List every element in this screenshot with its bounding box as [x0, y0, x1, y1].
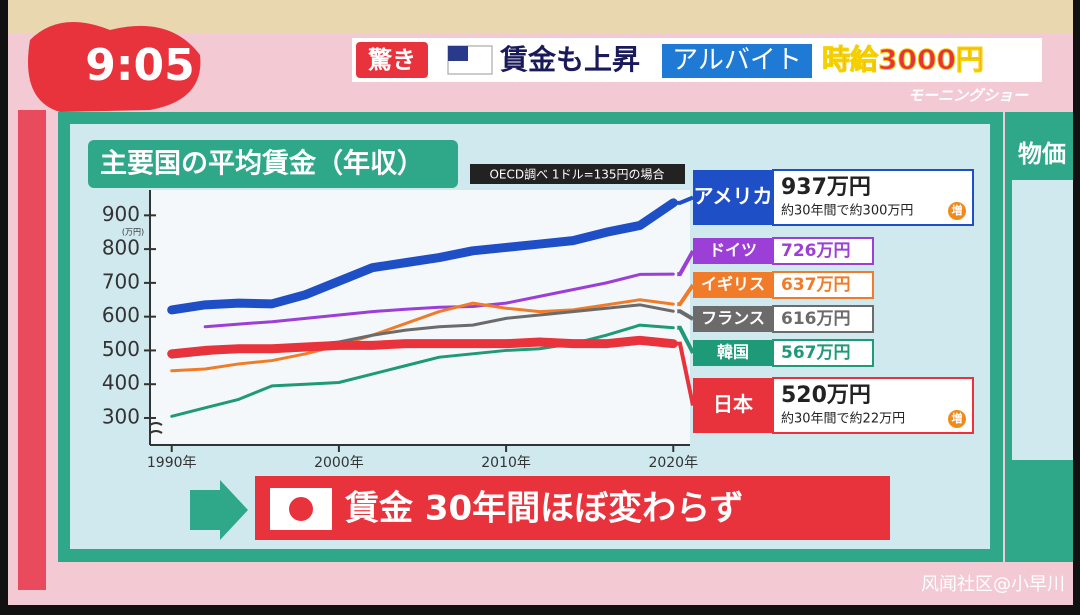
- value-note: 約30年間で約22万円: [781, 412, 905, 427]
- y-tick-label: 400: [102, 371, 140, 395]
- label-name-bg: [693, 378, 773, 433]
- legend-entry: 韓国: [717, 343, 749, 362]
- headline-tag-bg: [356, 42, 428, 78]
- value-label: 520万円: [781, 383, 871, 408]
- label-value-bg: [772, 339, 874, 367]
- connector: [677, 283, 695, 307]
- legend-entry: ドイツ: [709, 241, 757, 260]
- series-line: [170, 298, 675, 373]
- y-unit: (万円): [122, 228, 144, 237]
- jp-flag-sun: [289, 497, 313, 521]
- badge: 増: [952, 411, 963, 425]
- series-line: [167, 335, 678, 359]
- connector: [677, 250, 695, 277]
- value-label: 616万円: [781, 309, 851, 329]
- badge: 増: [952, 203, 963, 217]
- x-tick-label: 2020年: [648, 455, 698, 471]
- axis-break: [149, 422, 163, 434]
- headline-tag: 驚き: [367, 46, 416, 74]
- y-tick-label: 800: [102, 236, 140, 260]
- source: OECD調べ 1ドル=135円の場合: [489, 167, 664, 182]
- arrow-body: [190, 490, 220, 530]
- value-label: 637万円: [781, 275, 851, 295]
- value-label: 567万円: [781, 343, 851, 363]
- legend-entry: アメリカ: [694, 184, 773, 208]
- label-name-bg: [693, 238, 773, 264]
- top-strip: [8, 0, 1073, 34]
- y-tick-label: 300: [102, 404, 140, 428]
- label-name-bg: [693, 306, 773, 332]
- program-logo: モーニングショー: [908, 87, 1029, 105]
- label-value-bg: [772, 305, 874, 333]
- us-flag-canton: [448, 46, 468, 61]
- legend-entry: 日本: [713, 392, 753, 416]
- series-line: [203, 272, 675, 329]
- label-name-bg: [693, 340, 773, 366]
- conclusion-bg: [255, 476, 890, 540]
- conclusion: 賃金 30年間ほぼ変わらず: [344, 489, 743, 529]
- headline-highlight: アルバイト: [672, 46, 802, 76]
- connector: [677, 309, 695, 321]
- clock-bg: [28, 22, 201, 112]
- value-label: 726万円: [781, 241, 851, 261]
- y-tick-label: 900: [102, 202, 140, 226]
- headline-text: 賃金も上昇: [499, 43, 640, 76]
- label-name-bg: [693, 272, 773, 298]
- legend-entry: フランス: [701, 309, 765, 328]
- headline-emphasis: 時給3000円: [822, 43, 984, 76]
- value-label: 937万円: [781, 175, 871, 200]
- x-tick-label: 2010年: [481, 455, 531, 471]
- legend-entry: イギリス: [701, 275, 765, 294]
- connector: [677, 341, 695, 406]
- value-note: 約30年間で約300万円: [781, 204, 913, 219]
- arrow-head: [220, 480, 248, 540]
- connector: [677, 195, 694, 205]
- side-panel-title: 物価: [1018, 140, 1066, 168]
- connector: [677, 325, 695, 354]
- badge-bg: [948, 202, 966, 220]
- left-strip: [18, 110, 46, 590]
- label-name-bg: [693, 170, 773, 225]
- label-value-bg: [772, 169, 974, 226]
- chart-title: 主要国の平均賃金（年収）: [100, 148, 424, 180]
- label-value-bg: [772, 271, 874, 299]
- label-value-bg: [772, 237, 874, 265]
- x-tick-label: 1990年: [147, 455, 197, 471]
- series-line: [167, 198, 678, 315]
- title-bg: [88, 140, 458, 188]
- badge-bg: [948, 410, 966, 428]
- label-value-bg: [772, 377, 974, 434]
- headline-highlight-bg: [662, 44, 812, 78]
- clock: 9:05: [85, 40, 194, 91]
- x-tick-label: 2000年: [314, 455, 364, 471]
- watermark: 风闻社区@小早川: [921, 574, 1065, 595]
- y-tick-label: 500: [102, 337, 140, 361]
- y-tick-label: 600: [102, 303, 140, 327]
- side-panel-inner: [1012, 180, 1073, 460]
- y-tick-label: 700: [102, 269, 140, 293]
- source-bg: [470, 164, 685, 184]
